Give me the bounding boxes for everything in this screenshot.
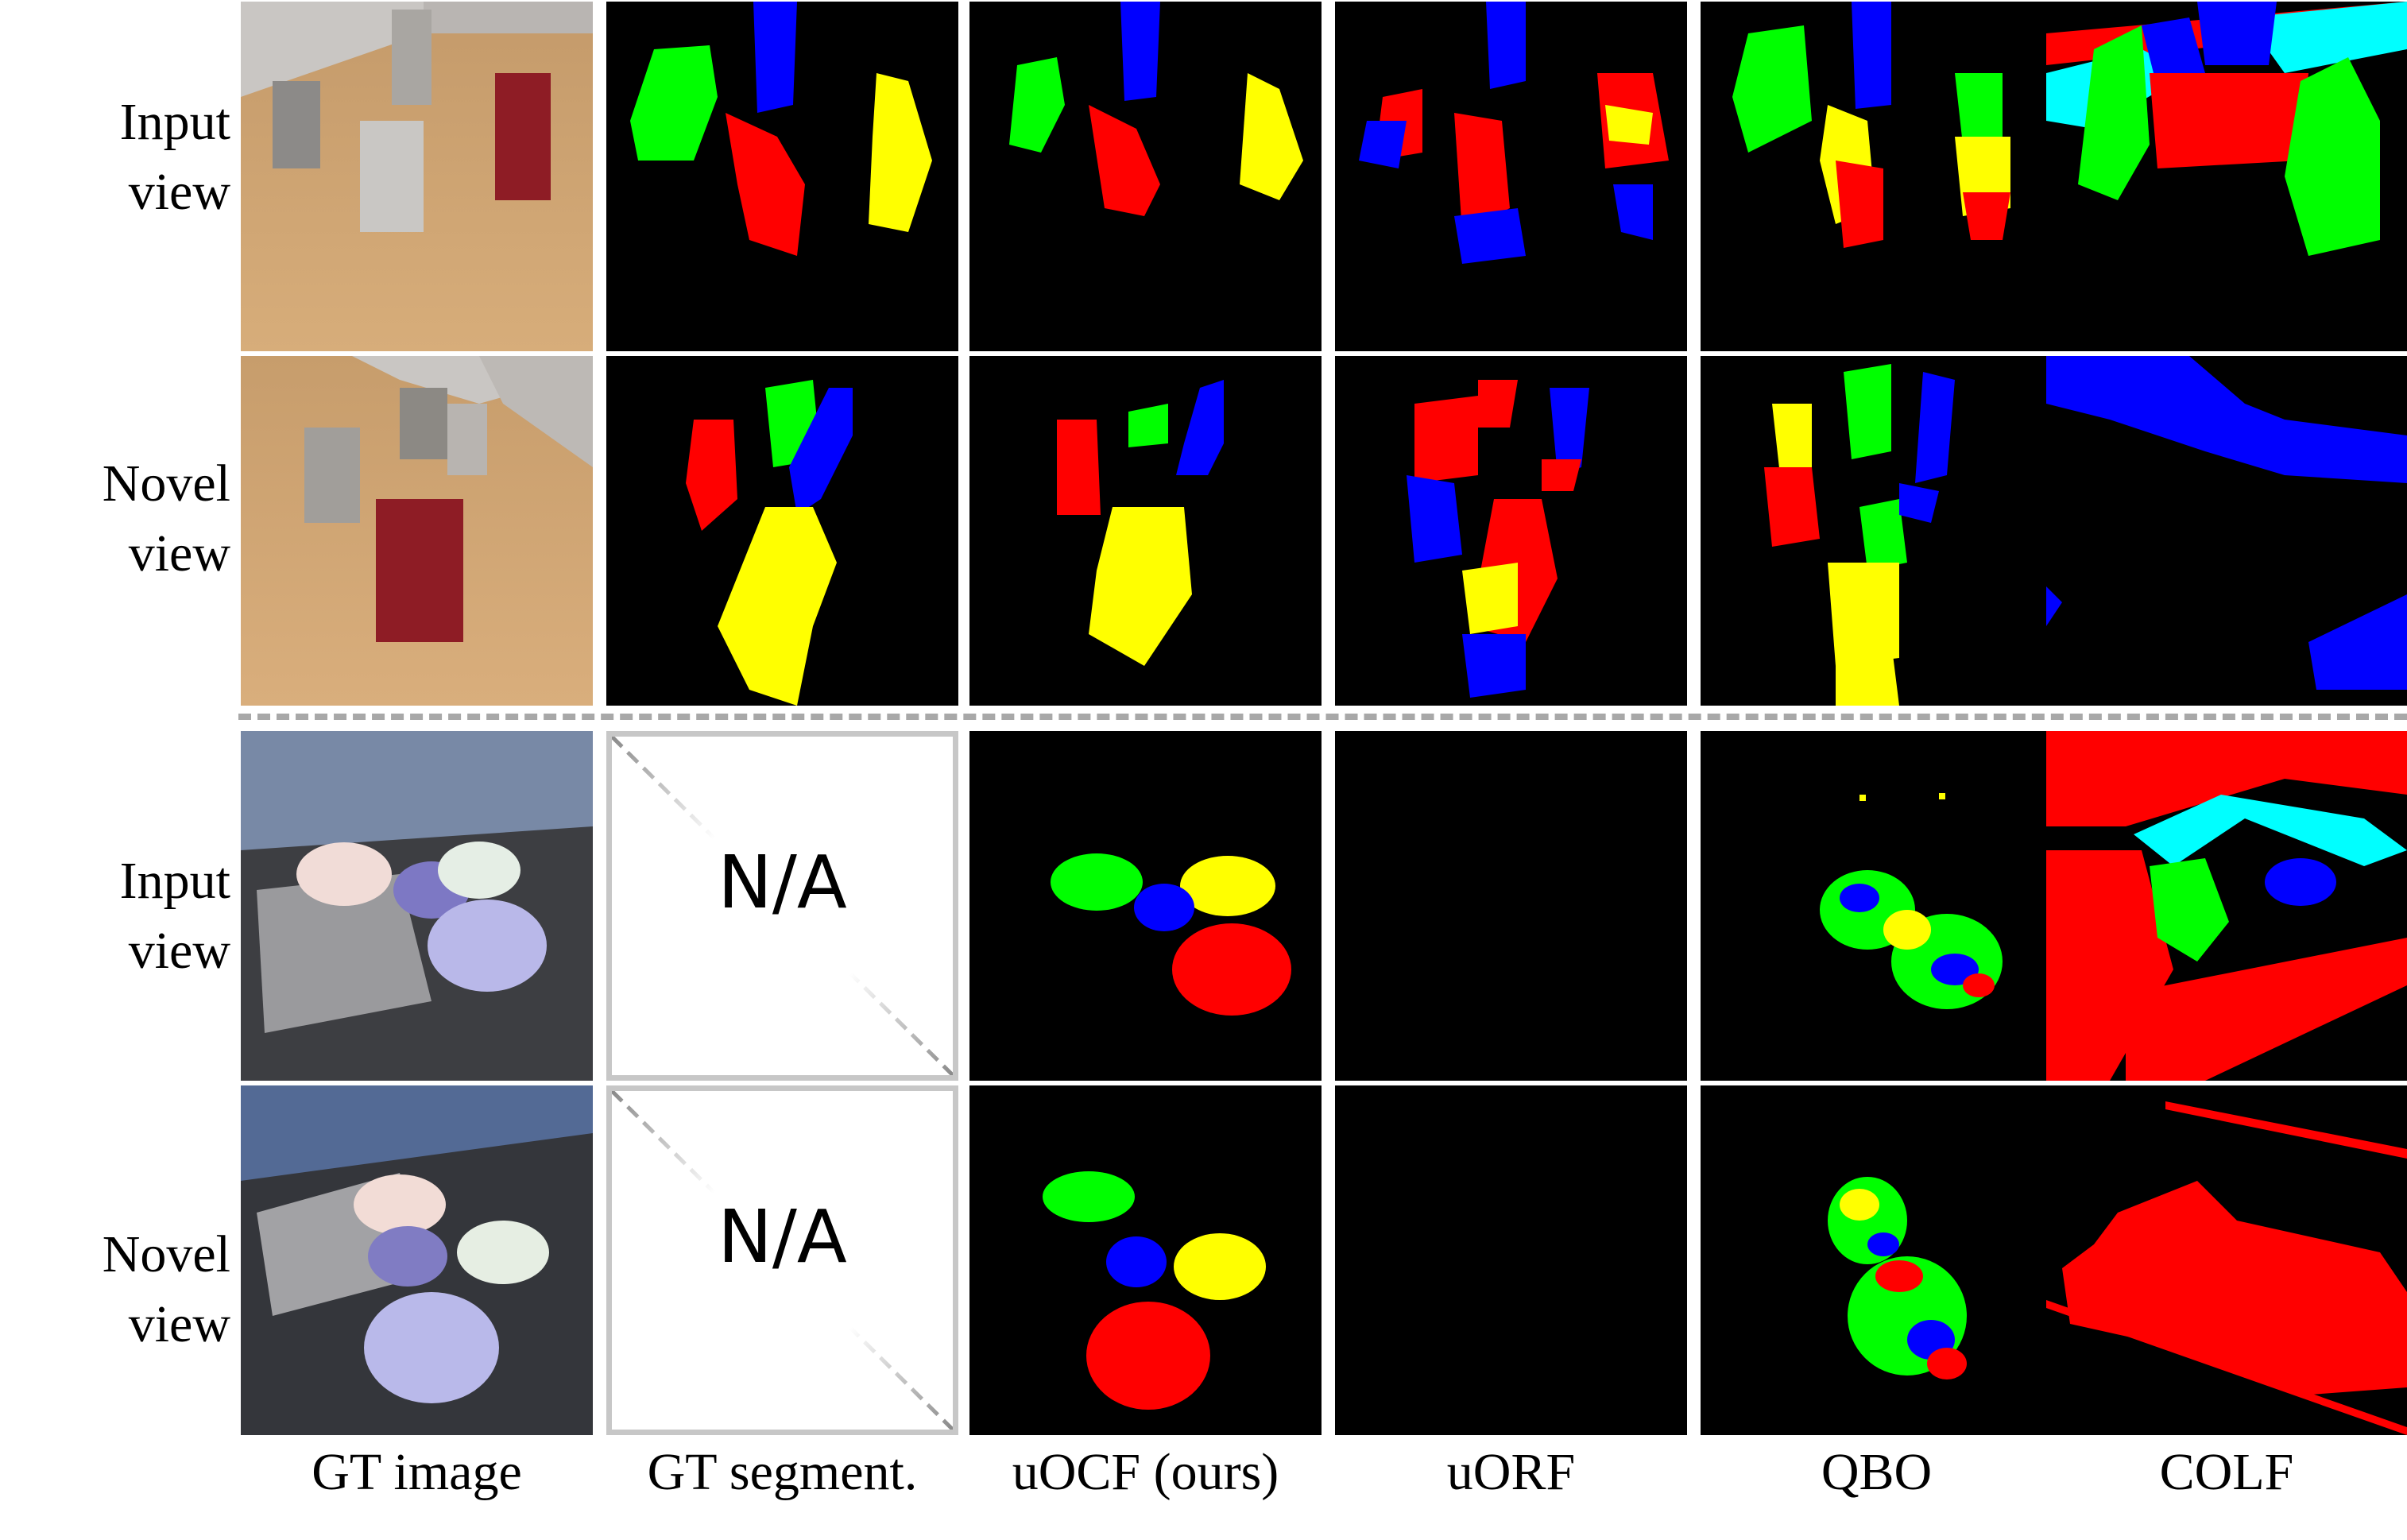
column-label-qbo: QBO <box>1821 1443 1933 1501</box>
gt-image-chairs-input <box>241 2 593 351</box>
column-label-gt-image: GT image <box>312 1443 522 1501</box>
gt-segment-na-1: N/A <box>606 731 958 1081</box>
gt-image-chairs-novel <box>241 356 593 706</box>
row-label-novel-view-2: Novel view <box>48 1220 230 1360</box>
gt-segment-na-2: N/A <box>606 1085 958 1435</box>
row-label-line: Input <box>119 852 230 910</box>
colf-sink-novel <box>2046 1085 2407 1435</box>
na-label: N/A <box>718 840 847 925</box>
uorf-sink-novel <box>1335 1085 1687 1435</box>
qbo-chairs-input <box>1701 2 2053 351</box>
uocf-sink-input <box>969 731 1322 1081</box>
colf-chairs-input <box>2046 2 2407 351</box>
gt-segment-chairs-novel <box>606 356 958 706</box>
uocf-chairs-input <box>969 2 1322 351</box>
gt-segment-chairs-input <box>606 2 958 351</box>
qbo-sink-novel <box>1701 1085 2053 1435</box>
row-label-line: Novel <box>102 455 230 513</box>
row-label-line: Input <box>119 93 230 151</box>
qbo-sink-input <box>1701 731 2053 1081</box>
row-label-line: view <box>128 163 230 221</box>
row-label-novel-view-1: Novel view <box>48 449 230 589</box>
row-label-input-view-2: Input view <box>48 846 230 986</box>
column-label-uorf: uORF <box>1446 1443 1576 1501</box>
uocf-sink-novel <box>969 1085 1322 1435</box>
gt-image-sink-input <box>241 731 593 1081</box>
colf-chairs-novel <box>2046 356 2407 706</box>
column-label-colf: COLF <box>2159 1443 2294 1501</box>
column-label-gt-segment: GT segment. <box>647 1443 918 1501</box>
uorf-sink-input <box>1335 731 1687 1081</box>
gt-image-sink-novel <box>241 1085 593 1435</box>
row-label-line: view <box>128 922 230 980</box>
column-label-uocf: uOCF (ours) <box>1012 1443 1279 1501</box>
qbo-chairs-novel <box>1701 356 2053 706</box>
uocf-chairs-novel <box>969 356 1322 706</box>
uorf-chairs-novel <box>1335 356 1687 706</box>
row-label-line: Novel <box>102 1225 230 1283</box>
row-label-line: view <box>128 1295 230 1353</box>
section-divider <box>238 714 2407 720</box>
row-label-line: view <box>128 524 230 582</box>
na-label: N/A <box>718 1194 847 1279</box>
row-label-input-view-1: Input view <box>48 87 230 227</box>
colf-sink-input <box>2046 731 2407 1081</box>
uorf-chairs-input <box>1335 2 1687 351</box>
